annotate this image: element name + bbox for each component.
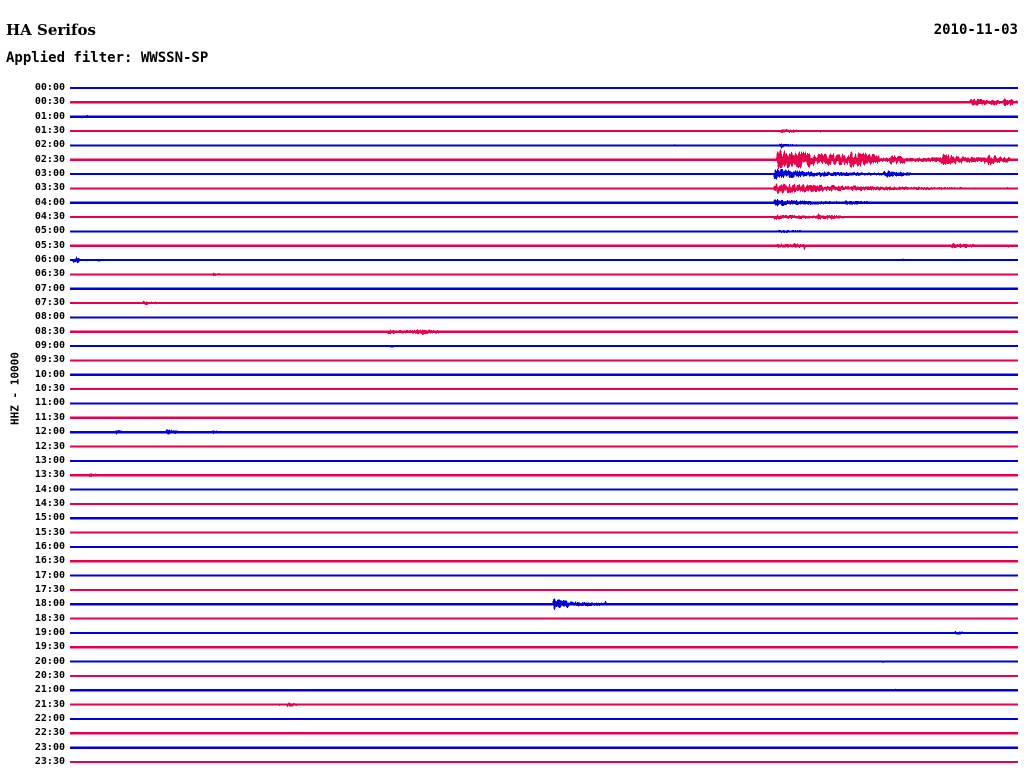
trace-19-30 (70, 646, 1018, 649)
trace-09-30 (70, 359, 1018, 362)
record-date: 2010-11-03 (933, 22, 1018, 38)
trace-12-00 (70, 429, 1018, 435)
y-axis-tick-16-30: 16:30 (34, 555, 65, 567)
y-axis-tick-22-00: 22:00 (34, 712, 65, 724)
y-axis-tick-04-30: 04:30 (34, 211, 65, 223)
trace-11-30 (70, 416, 1018, 420)
trace-15-30 (70, 531, 1018, 534)
y-axis-tick-00-30: 00:30 (34, 96, 65, 108)
y-axis-tick-13-30: 13:30 (34, 469, 65, 481)
y-axis-tick-list: 00:00 00:30 01:00 01:30 02:00 02:30 03:00 03:30… (0, 0, 70, 780)
trace-02-30 (70, 149, 1018, 169)
trace-03-00 (70, 168, 1018, 180)
trace-22-30 (70, 732, 1018, 735)
trace-23-00 (70, 746, 1018, 749)
y-axis-tick-21-00: 21:00 (34, 684, 65, 696)
y-axis-tick-04-00: 04:00 (34, 196, 65, 208)
y-axis-tick-05-00: 05:00 (34, 225, 65, 237)
y-axis-tick-07-00: 07:00 (34, 282, 65, 294)
y-axis-tick-09-30: 09:30 (34, 354, 65, 366)
trace-06-30 (70, 272, 1018, 277)
y-axis-tick-19-30: 19:30 (34, 641, 65, 653)
y-axis-tick-08-00: 08:00 (34, 311, 65, 323)
y-axis-tick-03-30: 03:30 (34, 182, 65, 194)
trace-00-30 (70, 98, 1018, 107)
trace-05-30 (70, 242, 1018, 251)
y-axis-tick-06-00: 06:00 (34, 254, 65, 266)
trace-20-00 (70, 660, 1018, 663)
y-axis-tick-10-00: 10:00 (34, 368, 65, 380)
trace-20-30 (70, 674, 1018, 678)
y-axis-tick-20-00: 20:00 (34, 655, 65, 667)
trace-13-00 (70, 459, 1018, 463)
trace-02-00 (70, 143, 1018, 149)
y-axis-tick-13-00: 13:00 (34, 454, 65, 466)
y-axis-tick-10-30: 10:30 (34, 383, 65, 395)
station-title: HA Serifos (6, 21, 96, 39)
trace-08-00 (70, 316, 1018, 319)
trace-04-30 (70, 213, 1018, 221)
y-axis-tick-18-00: 18:00 (34, 598, 65, 610)
trace-18-30 (70, 617, 1018, 620)
y-axis-tick-11-00: 11:00 (34, 397, 65, 409)
trace-05-00 (70, 229, 1018, 234)
trace-17-00 (70, 574, 1018, 577)
trace-16-30 (70, 560, 1018, 563)
y-axis-tick-00-00: 00:00 (34, 82, 65, 93)
trace-07-00 (70, 287, 1018, 290)
y-axis-tick-06-30: 06:30 (34, 268, 65, 280)
trace-08-30 (70, 328, 1018, 335)
y-axis-tick-08-30: 08:30 (34, 325, 65, 337)
y-axis-tick-01-30: 01:30 (34, 125, 65, 137)
y-axis-tick-12-00: 12:00 (34, 426, 65, 438)
trace-12-30 (70, 445, 1018, 448)
trace-09-00 (70, 344, 1018, 348)
trace-21-30 (70, 702, 1018, 708)
trace-21-00 (70, 688, 1018, 692)
y-axis-tick-15-00: 15:00 (34, 512, 65, 524)
trace-10-00 (70, 373, 1018, 376)
trace-18-00 (70, 598, 1018, 610)
trace-01-30 (70, 129, 1018, 134)
y-axis-tick-14-30: 14:30 (34, 497, 65, 509)
trace-10-30 (70, 388, 1018, 391)
trace-19-00 (70, 630, 1018, 635)
trace-04-00 (70, 198, 1018, 207)
trace-03-30 (70, 183, 1018, 194)
y-axis-tick-12-30: 12:30 (34, 440, 65, 452)
trace-07-30 (70, 300, 1018, 305)
trace-06-00 (70, 255, 1018, 264)
y-axis-tick-17-30: 17:30 (34, 583, 65, 595)
trace-22-00 (70, 717, 1018, 721)
trace-17-30 (70, 588, 1018, 592)
trace-16-00 (70, 545, 1018, 549)
y-axis-tick-17-00: 17:00 (34, 569, 65, 581)
y-axis-tick-14-00: 14:00 (34, 483, 65, 495)
trace-13-30 (70, 473, 1018, 478)
y-axis-tick-18-30: 18:30 (34, 612, 65, 624)
y-axis-tick-20-30: 20:30 (34, 669, 65, 681)
y-axis-tick-15-30: 15:30 (34, 526, 65, 538)
y-axis-tick-22-30: 22:30 (34, 727, 65, 739)
y-axis-tick-11-30: 11:30 (34, 411, 65, 423)
applied-filter-label: Applied filter: WWSSN-SP (6, 50, 209, 66)
y-axis-tick-09-00: 09:00 (34, 340, 65, 352)
y-axis-tick-02-30: 02:30 (34, 153, 65, 165)
y-axis-tick-16-00: 16:00 (34, 540, 65, 552)
y-axis-tick-05-30: 05:30 (34, 239, 65, 251)
y-axis-tick-23-00: 23:00 (34, 741, 65, 753)
trace-14-30 (70, 502, 1018, 505)
y-axis-tick-19-00: 19:00 (34, 626, 65, 638)
y-axis-tick-02-00: 02:00 (34, 139, 65, 151)
y-axis-tick-21-30: 21:30 (34, 698, 65, 710)
y-axis-tick-01-00: 01:00 (34, 110, 65, 122)
trace-01-00 (70, 115, 1018, 119)
y-axis-tick-03-00: 03:00 (34, 168, 65, 180)
y-axis-tick-23-30: 23:30 (34, 756, 65, 767)
y-axis-tick-07-30: 07:30 (34, 297, 65, 309)
